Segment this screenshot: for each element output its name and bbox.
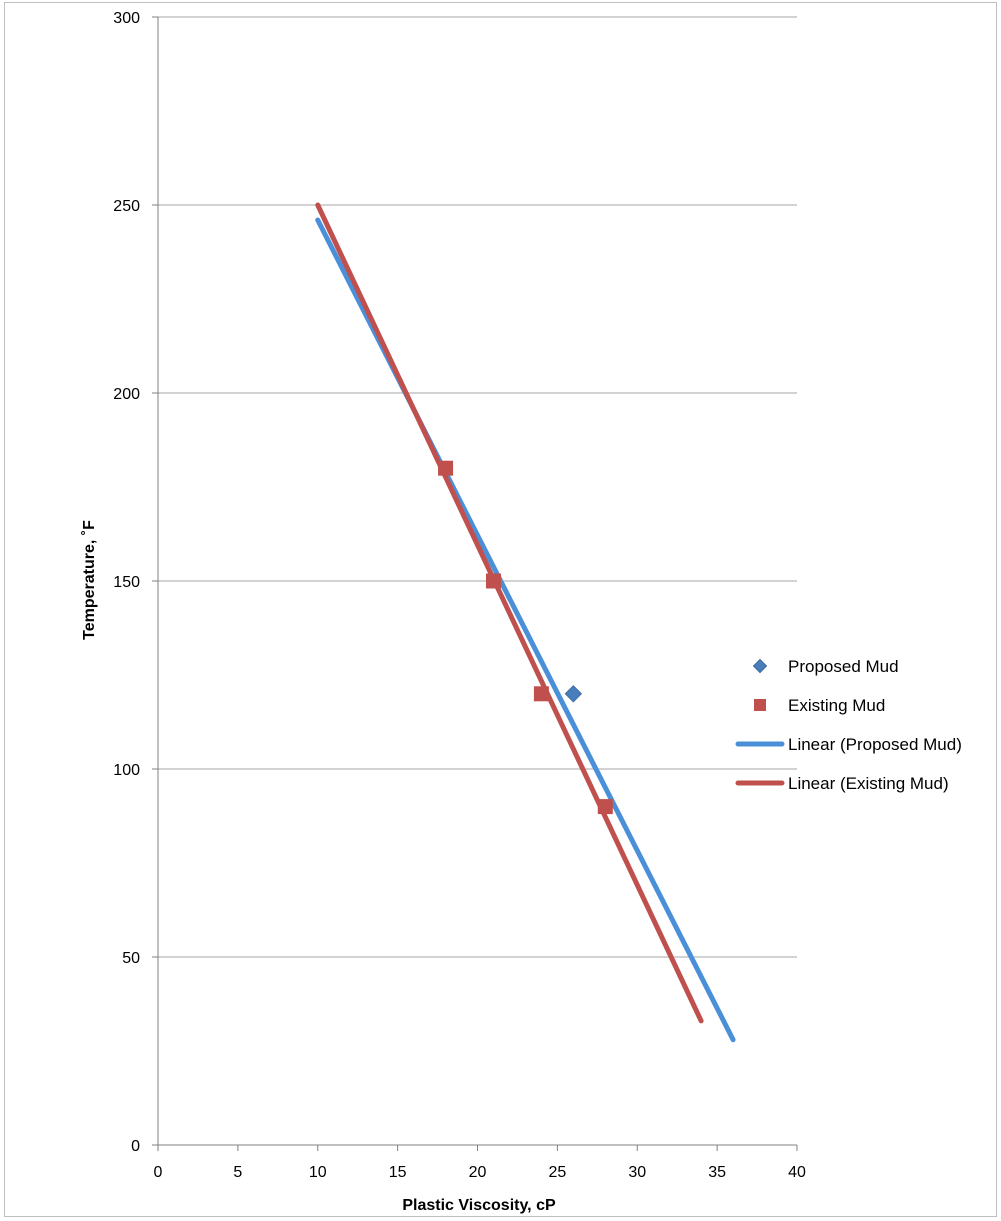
- y-axis-title: Temperature, ˚F: [81, 520, 98, 640]
- x-tick-label: 30: [628, 1164, 646, 1181]
- y-tick-label: 50: [122, 950, 140, 967]
- data-markers: [438, 460, 613, 815]
- x-tick-label: 10: [309, 1164, 327, 1181]
- existing-mud-point: [485, 573, 501, 589]
- trendlines: [315, 202, 736, 1043]
- y-tick-label: 150: [113, 574, 140, 591]
- legend-square-marker: [754, 699, 766, 711]
- x-tick-label: 0: [154, 1164, 163, 1181]
- existing-mud-point: [438, 460, 454, 476]
- trendline-existing-mud: [315, 202, 704, 1024]
- x-tick-label: 20: [469, 1164, 487, 1181]
- x-tick-label: 25: [548, 1164, 566, 1181]
- x-axis-title: Plastic Viscosity, cP: [402, 1197, 556, 1214]
- x-tick-label: 35: [708, 1164, 726, 1181]
- y-tick-label: 100: [113, 762, 140, 779]
- proposed-mud-point: [564, 685, 583, 703]
- y-tick-labels: 0 50 100 150 200 250 300: [113, 10, 140, 1155]
- legend-label: Linear (Proposed Mud): [788, 735, 962, 754]
- axes: [152, 16, 798, 1151]
- x-tick-label: 40: [788, 1164, 806, 1181]
- legend-diamond-marker: [752, 658, 768, 674]
- y-tick-label: 0: [131, 1138, 140, 1155]
- y-tick-label: 200: [113, 386, 140, 403]
- legend: Proposed Mud Existing Mud Linear (Proposed…: [735, 657, 962, 793]
- existing-mud-point: [597, 799, 613, 815]
- legend-label: Existing Mud: [788, 696, 885, 715]
- x-tick-labels: 0 5 10 15 20 25 30 35 40: [154, 1164, 806, 1181]
- x-tick-label: 15: [389, 1164, 407, 1181]
- x-tick-label: 5: [233, 1164, 242, 1181]
- legend-label: Linear (Existing Mud): [788, 774, 949, 793]
- y-tick-label: 250: [113, 198, 140, 215]
- grid-lines: [158, 16, 797, 958]
- existing-mud-point: [533, 686, 549, 702]
- legend-label: Proposed Mud: [788, 657, 899, 676]
- y-tick-label: 300: [113, 10, 140, 27]
